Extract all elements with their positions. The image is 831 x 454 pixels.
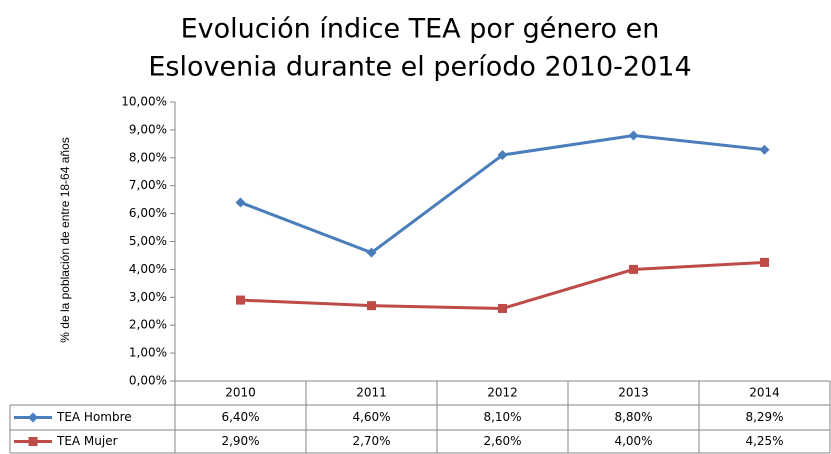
x-tick-label: 2010 (225, 386, 256, 400)
marker (366, 247, 377, 258)
marker (760, 257, 769, 267)
x-tick-label: 2012 (487, 386, 518, 400)
marker (28, 412, 38, 423)
y-tick-label: 0,00% (129, 374, 167, 388)
line (240, 260, 765, 310)
y-tick-label: 2,00% (129, 318, 167, 332)
legend-label: TEA Mujer (56, 434, 118, 448)
marker (236, 295, 245, 305)
marker (28, 437, 38, 446)
table-value: 2,90% (221, 434, 259, 448)
y-tick-label: 6,00% (129, 206, 167, 220)
table-value: 8,29% (745, 410, 783, 424)
marker (367, 301, 376, 311)
marker (759, 144, 770, 155)
y-tick-label: 10,00% (121, 95, 167, 109)
table-value: 4,60% (352, 410, 390, 424)
y-axis-label: % de la población de entre 18-64 años (58, 137, 72, 342)
marker (628, 130, 639, 141)
marker (629, 264, 638, 274)
marker (498, 303, 507, 313)
y-tick-label: 1,00% (129, 346, 167, 360)
legend-label: TEA Hombre (56, 410, 132, 424)
y-tick-label: 8,00% (129, 150, 167, 164)
y-tick-label: 3,00% (129, 290, 167, 304)
table-value: 4,00% (614, 434, 652, 448)
chart-title: Eslovenia durante el período 2010-2014 (148, 52, 691, 83)
chart-title: Evolución índice TEA por género en (181, 14, 660, 45)
marker (497, 150, 508, 161)
table-value: 6,40% (221, 410, 259, 424)
y-tick-label: 7,00% (129, 178, 167, 192)
table-value: 2,60% (483, 434, 521, 448)
table-value: 8,80% (614, 410, 652, 424)
y-tick-label: 5,00% (129, 234, 167, 248)
marker (235, 197, 246, 208)
y-tick-label: 4,00% (129, 262, 167, 276)
x-tick-label: 2011 (356, 386, 387, 400)
table-value: 2,70% (352, 434, 390, 448)
table-value: 8,10% (483, 410, 521, 424)
x-tick-label: 2014 (749, 386, 780, 400)
table-value: 4,25% (745, 434, 783, 448)
y-tick-label: 9,00% (129, 122, 167, 136)
x-tick-label: 2013 (618, 386, 649, 400)
